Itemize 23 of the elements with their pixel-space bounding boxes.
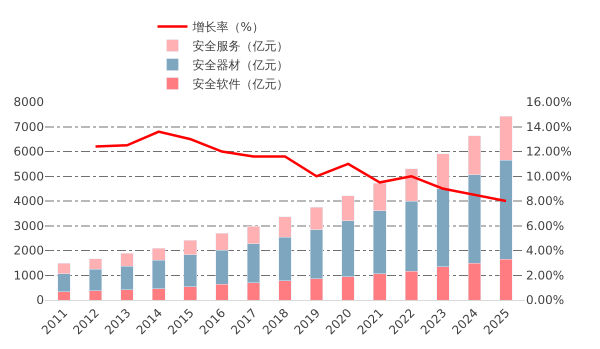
y-tick-label: 3000 xyxy=(13,218,44,233)
y-tick-label: 5000 xyxy=(13,169,44,184)
y2-tick-label: 0.00% xyxy=(526,293,564,308)
y2-tick-label: 16.00% xyxy=(526,95,572,110)
y-tick-label: 7000 xyxy=(13,120,44,134)
y2-tick-label: 12.00% xyxy=(526,144,572,159)
legend-label: 安全服务（亿元） xyxy=(192,39,288,54)
y-tick-label: 0 xyxy=(36,293,44,308)
y2-tick-label: 8.00% xyxy=(526,194,564,208)
y-tick-label: 4000 xyxy=(13,194,44,208)
y2-tick-label: 14.00% xyxy=(526,120,572,134)
line-series xyxy=(94,130,508,202)
y2-tick-label: 2.00% xyxy=(526,268,564,282)
y-tick-label: 2000 xyxy=(13,244,44,258)
y-tick-label: 8000 xyxy=(13,95,44,110)
y2-tick-label: 6.00% xyxy=(526,218,564,233)
legend-label: 增长率（%） xyxy=(192,20,264,34)
legend-label: 安全软件（亿元） xyxy=(192,77,288,92)
y-tick-label: 1000 xyxy=(13,268,44,282)
y2-tick-label: 4.00% xyxy=(526,244,564,258)
legend-label: 安全器材（亿元） xyxy=(192,58,288,72)
y2-tick-label: 10.00% xyxy=(526,169,572,184)
y-tick-label: 6000 xyxy=(13,144,44,159)
